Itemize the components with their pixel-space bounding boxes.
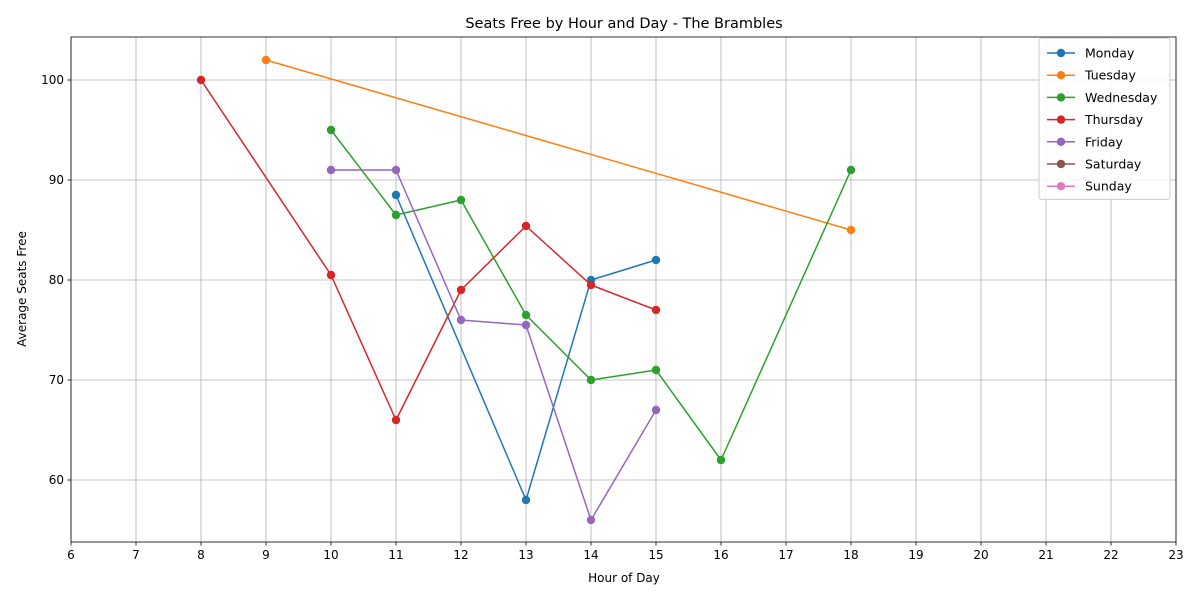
x-tick-label: 19 <box>908 548 923 562</box>
legend-label-sunday: Sunday <box>1085 179 1132 194</box>
data-point-thursday <box>586 280 596 290</box>
data-point-tuesday <box>846 225 856 235</box>
x-tick-label: 18 <box>843 548 858 562</box>
x-tick-label: 11 <box>388 548 403 562</box>
data-point-wednesday <box>716 455 726 465</box>
legend-label-monday: Monday <box>1085 46 1135 61</box>
chart-title: Seats Free by Hour and Day - The Bramble… <box>465 16 782 32</box>
x-tick-label: 23 <box>1168 548 1183 562</box>
data-point-monday <box>521 495 531 505</box>
legend-label-friday: Friday <box>1085 134 1123 149</box>
data-point-wednesday <box>326 125 336 135</box>
legend: Monday Tuesday Wednesday Thursday Friday Satu… <box>1038 37 1171 200</box>
legend-marker-monday <box>1056 48 1066 58</box>
legend-box <box>1038 37 1171 200</box>
x-tick-label: 7 <box>132 548 140 562</box>
x-tick-label: 9 <box>262 548 270 562</box>
y-tick-label: 60 <box>49 473 64 487</box>
x-tick-label: 22 <box>1103 548 1118 562</box>
legend-marker-friday <box>1056 137 1066 146</box>
data-point-friday <box>586 515 596 525</box>
legend-marker-tuesday <box>1056 71 1066 80</box>
data-point-thursday <box>326 270 336 280</box>
y-axis-label: Average Seats Free <box>15 231 29 347</box>
series-line-wednesday <box>330 129 852 461</box>
data-point-friday <box>651 405 661 415</box>
y-tick-label: 70 <box>49 373 64 387</box>
legend-label-tuesday: Tuesday <box>1084 68 1136 83</box>
data-point-thursday <box>391 415 401 425</box>
legend-marker-thursday <box>1056 115 1066 124</box>
data-point-wednesday <box>521 310 531 320</box>
data-point-thursday <box>196 75 206 85</box>
series-line-tuesday <box>265 59 852 231</box>
legend-label-saturday: Saturday <box>1085 157 1142 172</box>
data-point-thursday <box>651 305 661 315</box>
data-point-friday <box>456 315 466 325</box>
series-layer <box>196 55 856 525</box>
legend-marker-sunday <box>1056 182 1066 191</box>
x-tick-label: 17 <box>778 548 793 562</box>
series-line-friday <box>331 169 657 521</box>
y-tick-label: 80 <box>49 273 64 287</box>
data-point-thursday <box>521 221 531 231</box>
data-point-friday <box>391 165 401 175</box>
data-point-friday <box>326 165 336 175</box>
x-tick-label: 12 <box>453 548 468 562</box>
x-tick-label: 21 <box>1038 548 1053 562</box>
y-tick-label: 100 <box>41 73 64 87</box>
plot-frame <box>70 36 1177 543</box>
axis-ticks: 6 7 8 9 10 11 12 13 14 15 16 17 18 19 20 21 22 23 60 70 80 90… <box>41 73 1184 562</box>
x-tick-label: 8 <box>197 548 205 562</box>
legend-marker-saturday <box>1056 159 1066 169</box>
x-tick-label: 6 <box>67 548 75 562</box>
x-tick-label: 10 <box>323 548 338 562</box>
y-tick-label: 90 <box>49 173 64 187</box>
x-tick-label: 16 <box>713 548 728 562</box>
series-line-thursday <box>200 79 657 421</box>
legend-label-wednesday: Wednesday <box>1085 90 1158 105</box>
x-tick-label: 14 <box>583 548 598 562</box>
data-point-wednesday <box>846 165 856 175</box>
data-point-monday <box>391 190 401 200</box>
series-line-monday <box>395 194 657 501</box>
x-axis-label: Hour of Day <box>588 571 660 585</box>
x-tick-label: 15 <box>648 548 663 562</box>
data-point-friday <box>521 320 531 330</box>
data-point-tuesday <box>261 55 271 65</box>
data-point-wednesday <box>391 210 401 220</box>
data-point-wednesday <box>456 195 466 205</box>
data-point-thursday <box>456 285 466 295</box>
x-tick-label: 20 <box>973 548 988 562</box>
data-point-monday <box>651 255 661 265</box>
data-point-wednesday <box>651 365 661 375</box>
x-tick-label: 13 <box>518 548 533 562</box>
data-point-wednesday <box>586 375 596 385</box>
legend-label-thursday: Thursday <box>1084 112 1144 127</box>
legend-marker-wednesday <box>1056 93 1066 102</box>
